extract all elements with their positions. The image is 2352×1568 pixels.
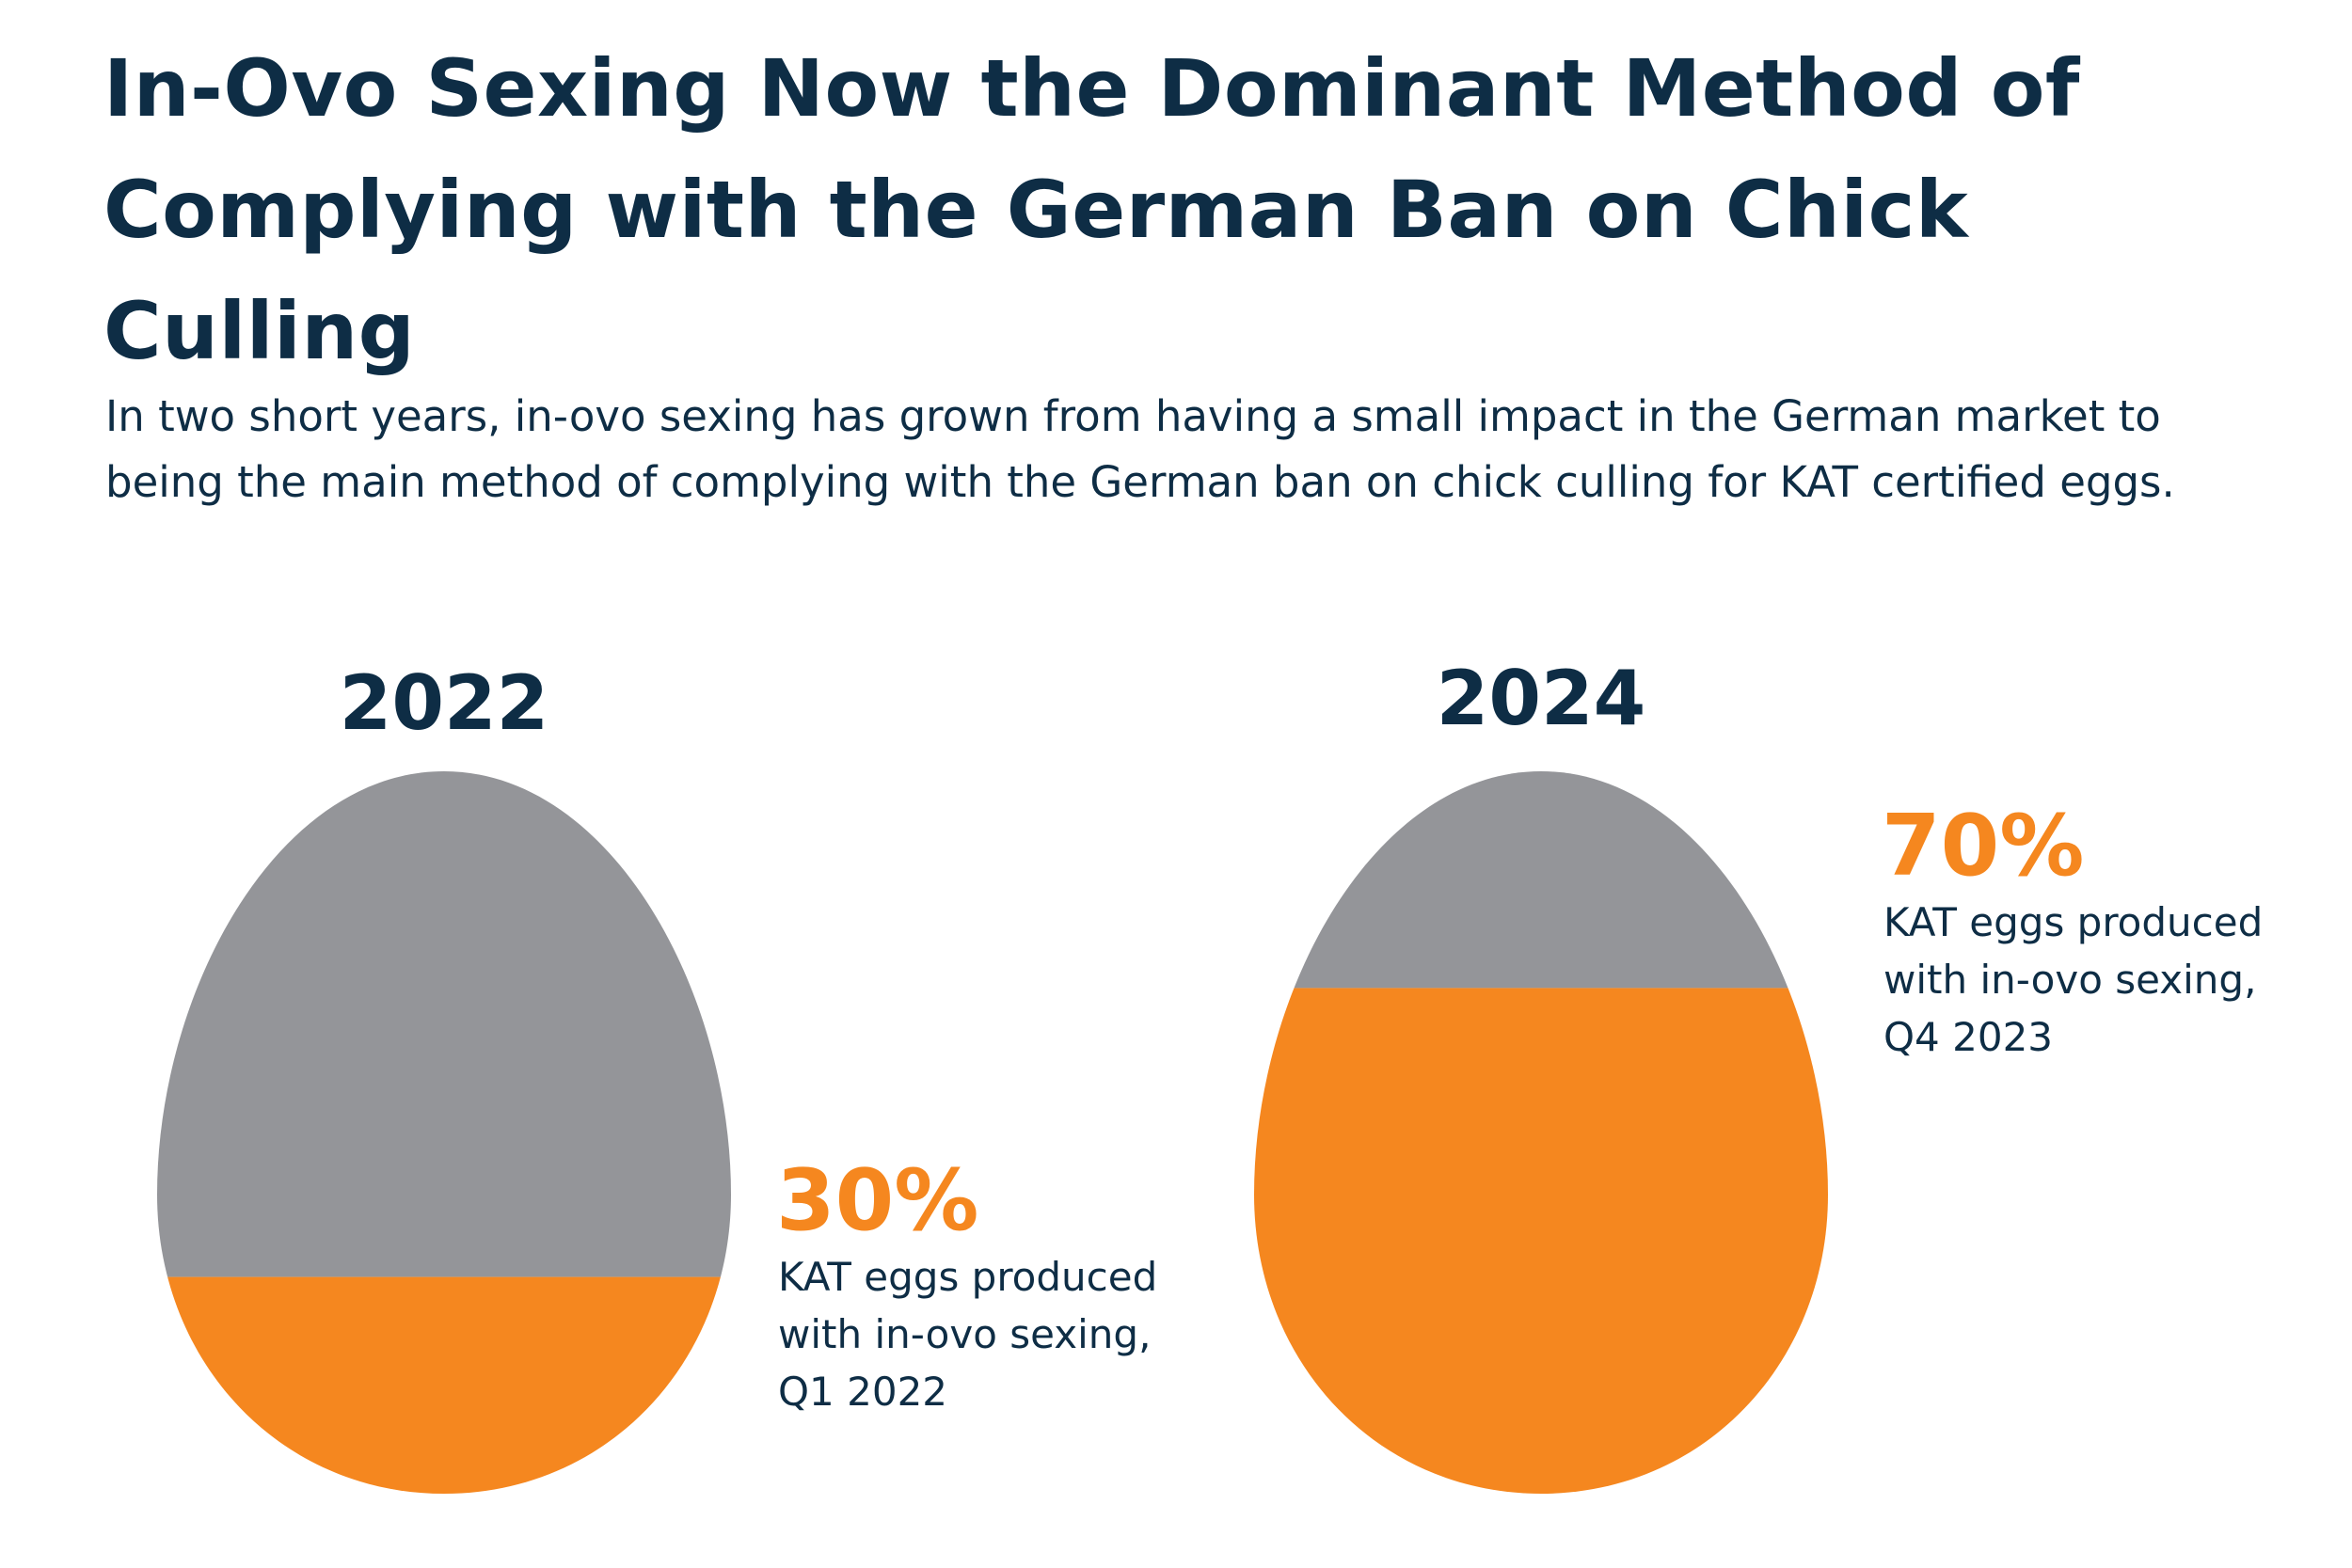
description-line-2024-2: with in-ovo sexing, [1883, 957, 2256, 1003]
description-line-2024-3: Q4 2023 [1883, 1014, 2053, 1060]
description-line-2022-2: with in-ovo sexing, [778, 1311, 1151, 1357]
description-line-2022-3: Q1 2022 [778, 1369, 947, 1415]
year-label-2022: 2022 [340, 659, 549, 747]
page-title: In-Ovo Sexing Now the Dominant Method of… [103, 42, 2080, 377]
value-label-2022: 30% [776, 1151, 978, 1250]
egg-empty-region-2022 [157, 771, 731, 1277]
year-label-2024: 2024 [1437, 655, 1646, 742]
value-label-2024: 70% [1882, 797, 2084, 895]
description-line-2022-1: KAT eggs produced [778, 1254, 1157, 1300]
egg-filled-region-2024 [1254, 988, 1828, 1494]
page-subtitle: In two short years, in-ovo sexing has gr… [105, 391, 2175, 507]
egg-2024: 2024 70% KAT eggs produced with in-ovo s… [1254, 655, 2263, 1494]
egg-empty-region-2024 [1254, 771, 1828, 989]
egg-filled-region-2022 [157, 1276, 731, 1494]
description-line-2024-1: KAT eggs produced [1883, 899, 2263, 945]
egg-2022: 2022 30% KAT eggs produced with in-ovo s… [157, 659, 1157, 1494]
